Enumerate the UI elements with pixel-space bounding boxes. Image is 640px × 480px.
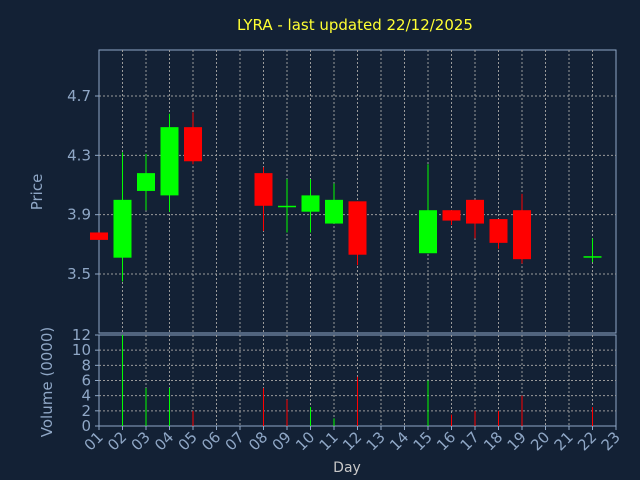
x-tick-label: 18 (480, 428, 506, 454)
volume-panel: 0102030405060708091011121314151617181920… (72, 326, 624, 454)
candle-body (113, 199, 132, 258)
price-tick-label: 3.9 (67, 206, 91, 224)
volume-tick-label: 2 (81, 402, 91, 420)
price-tick-label: 4.7 (67, 87, 91, 105)
x-tick-label: 12 (339, 428, 365, 454)
x-tick-label: 08 (245, 428, 271, 454)
candle-body (325, 199, 343, 224)
x-tick-label: 19 (504, 428, 530, 454)
x-tick-label: 04 (151, 428, 177, 454)
volume-tick-label: 0 (81, 417, 91, 435)
x-tick-label: 17 (457, 428, 483, 454)
price-panel: 3.5 3.9 4.3 4.7 (67, 49, 617, 334)
candle-body (254, 173, 273, 206)
x-tick-label: 22 (574, 428, 600, 454)
x-tick-label: 13 (363, 428, 389, 454)
volume-tick-label: 4 (81, 387, 91, 405)
candle-body (489, 219, 508, 243)
candle-body (90, 232, 108, 240)
x-tick-label: 23 (598, 428, 624, 454)
price-axis-label: Price (28, 174, 46, 211)
candle-body (466, 199, 484, 224)
candle-body (513, 210, 531, 260)
chart-title: LYRA - last updated 22/12/2025 (237, 16, 473, 34)
candle-body (419, 210, 437, 254)
x-tick-label: 06 (198, 428, 224, 454)
x-tick-label: 07 (222, 428, 248, 454)
volume-tick-label: 12 (72, 326, 91, 344)
candle-body (442, 210, 461, 221)
x-tick-label: 14 (386, 428, 412, 454)
x-tick-label: 20 (527, 428, 553, 454)
x-tick-label: 02 (104, 428, 130, 454)
x-tick-label: 16 (433, 428, 459, 454)
x-axis-label: Day (333, 460, 361, 476)
x-tick-label: 03 (128, 428, 154, 454)
x-tick-label: 21 (551, 428, 577, 454)
volume-axis-label: Volume (0000) (38, 327, 56, 437)
x-tick-label: 15 (410, 428, 436, 454)
x-tick-label: 05 (175, 428, 201, 454)
candle-body (184, 127, 202, 162)
price-tick-label: 4.3 (67, 146, 91, 164)
candle-body (278, 205, 296, 208)
volume-tick-label: 6 (81, 372, 91, 390)
price-tick-label: 3.5 (67, 265, 91, 283)
candle-body (301, 195, 320, 212)
candle-body (137, 173, 155, 191)
volume-tick-label: 10 (72, 341, 91, 359)
candle-body (160, 127, 179, 196)
volume-tick-label: 8 (81, 356, 91, 374)
candle-body (348, 201, 367, 255)
candle-body (583, 256, 602, 258)
x-tick-label: 09 (269, 428, 295, 454)
x-tick-label: 10 (292, 428, 318, 454)
x-tick-label: 11 (316, 428, 342, 454)
